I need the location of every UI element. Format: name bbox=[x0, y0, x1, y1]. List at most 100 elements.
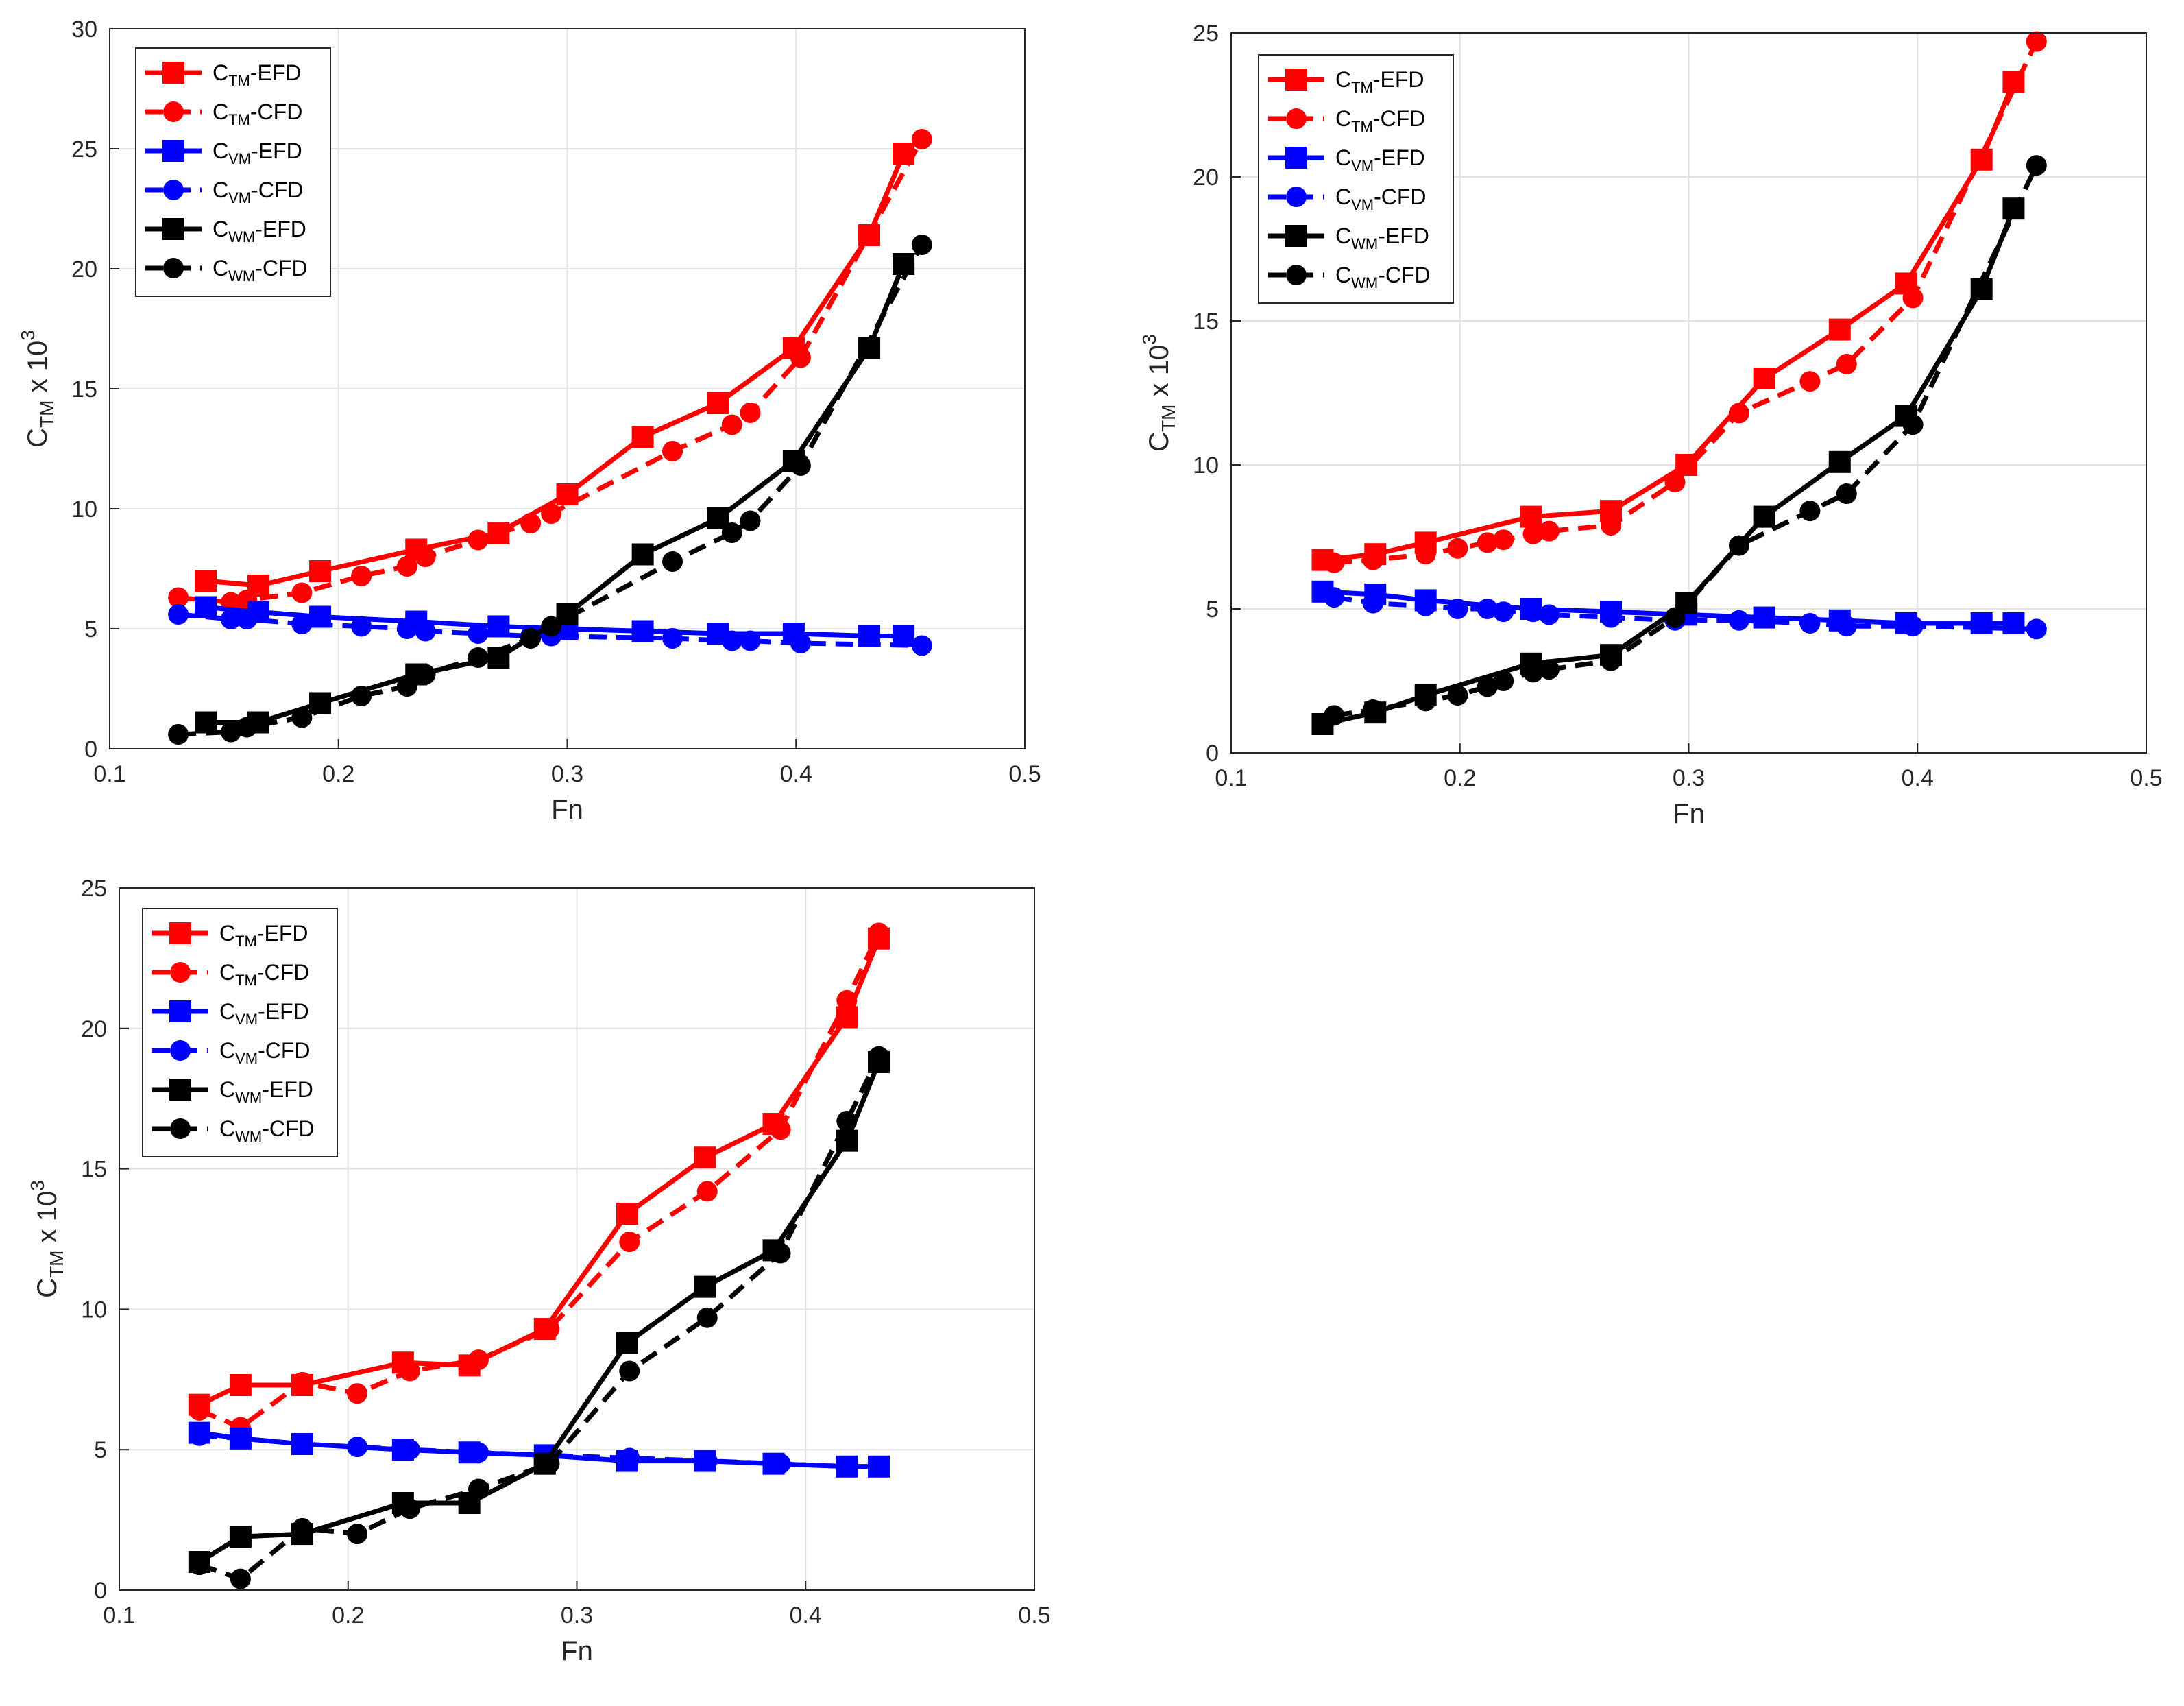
legend-marker bbox=[170, 962, 191, 983]
data-point bbox=[1828, 450, 1851, 473]
data-point bbox=[631, 543, 654, 566]
data-point bbox=[468, 623, 489, 644]
data-point bbox=[740, 510, 761, 531]
data-point bbox=[2026, 31, 2047, 52]
data-point bbox=[1447, 538, 1468, 559]
legend-label: CWM-EFD bbox=[219, 1077, 313, 1106]
y-axis-label: CTM x 103 bbox=[27, 1180, 67, 1298]
x-tick-label: 0.4 bbox=[1902, 765, 1934, 791]
data-point bbox=[220, 609, 241, 629]
x-axis-label: Fn bbox=[561, 1636, 593, 1666]
data-point bbox=[790, 633, 811, 653]
data-point bbox=[351, 616, 372, 637]
legend-label: CVM-EFD bbox=[213, 139, 302, 167]
data-point bbox=[1538, 604, 1560, 625]
data-point bbox=[740, 630, 761, 651]
data-point bbox=[520, 628, 542, 649]
legend-marker bbox=[1286, 265, 1307, 285]
data-point bbox=[1538, 659, 1560, 680]
data-point bbox=[229, 1373, 252, 1396]
data-point bbox=[468, 529, 489, 551]
data-point bbox=[195, 596, 217, 618]
data-point bbox=[1477, 532, 1498, 553]
data-point bbox=[911, 129, 932, 149]
data-point bbox=[1477, 676, 1498, 697]
data-point bbox=[1447, 685, 1468, 706]
data-point bbox=[770, 1453, 791, 1474]
data-point bbox=[2026, 155, 2047, 176]
series-ctm-efd bbox=[195, 143, 915, 597]
x-tick-label: 0.1 bbox=[103, 1602, 135, 1629]
data-point bbox=[291, 614, 313, 634]
x-axis-label: Fn bbox=[551, 795, 583, 825]
data-point bbox=[1664, 472, 1686, 493]
legend-label: CWM-EFD bbox=[213, 217, 306, 245]
legend-box bbox=[142, 908, 338, 1157]
data-point bbox=[631, 426, 654, 448]
x-tick-label: 0.4 bbox=[780, 761, 812, 787]
data-point bbox=[770, 1119, 791, 1140]
data-point bbox=[292, 1434, 313, 1455]
y-tick-label: 5 bbox=[1206, 597, 1219, 623]
chart-panel-3: 0.1 0.2 0.3 0.4 0.5 0 5 10 15 20 25 Fn CTM x 103 CTM-… bbox=[27, 876, 1051, 1666]
data-point bbox=[616, 1203, 638, 1225]
y-tick-label: 20 bbox=[81, 1016, 107, 1042]
data-point bbox=[399, 1439, 420, 1461]
data-point bbox=[168, 587, 189, 608]
data-point bbox=[230, 1568, 251, 1589]
data-point bbox=[662, 441, 683, 461]
series-line bbox=[199, 1433, 879, 1469]
y-tick-label: 25 bbox=[1193, 21, 1219, 47]
legend-marker bbox=[169, 1079, 191, 1101]
legend-box bbox=[135, 47, 331, 297]
data-point bbox=[195, 570, 217, 592]
legend-label: CVM-CFD bbox=[1335, 184, 1427, 213]
data-point bbox=[696, 1450, 718, 1471]
y-tick-label: 25 bbox=[81, 876, 107, 902]
legend-marker bbox=[1285, 69, 1307, 91]
legend-label: CTM-CFD bbox=[219, 960, 309, 989]
data-point bbox=[468, 647, 489, 668]
data-point bbox=[1970, 612, 1993, 634]
y-tick-label: 10 bbox=[81, 1297, 107, 1323]
x-tick-label: 0.5 bbox=[2130, 765, 2162, 791]
data-point bbox=[309, 560, 332, 582]
x-tick-label: 0.2 bbox=[322, 761, 354, 787]
y-tick-label: 15 bbox=[71, 376, 97, 403]
data-point bbox=[291, 707, 313, 728]
data-point bbox=[836, 989, 858, 1011]
data-point bbox=[168, 604, 189, 625]
x-tick-label: 0.3 bbox=[551, 761, 583, 787]
data-point bbox=[468, 1349, 489, 1371]
data-point bbox=[1493, 529, 1514, 551]
data-point bbox=[291, 582, 313, 603]
data-point bbox=[399, 1498, 420, 1519]
x-tick-label: 0.4 bbox=[790, 1602, 822, 1629]
legend: CTM-EFD CTM-CFD CVM-EFD CVM-CFD CWM-EFD CWM-C… bbox=[1258, 54, 1454, 304]
legend-marker bbox=[1285, 225, 1307, 247]
data-point bbox=[1324, 552, 1345, 573]
series-line bbox=[1333, 40, 2039, 566]
data-point bbox=[541, 616, 562, 637]
data-point bbox=[1362, 592, 1383, 614]
legend-label: CWM-CFD bbox=[219, 1116, 315, 1145]
data-point bbox=[662, 628, 683, 649]
series-line bbox=[198, 932, 882, 1430]
data-point bbox=[230, 1428, 251, 1449]
legend-marker bbox=[1286, 187, 1307, 207]
series-line bbox=[1333, 594, 2037, 632]
data-point bbox=[399, 1360, 420, 1382]
data-point bbox=[1362, 699, 1383, 720]
data-point bbox=[1447, 599, 1468, 619]
data-point bbox=[396, 676, 417, 697]
legend-marker bbox=[170, 1040, 191, 1061]
data-point bbox=[351, 686, 372, 706]
x-tick-label: 0.3 bbox=[561, 1602, 593, 1629]
data-point bbox=[1799, 501, 1821, 522]
data-point bbox=[721, 522, 742, 543]
data-point bbox=[790, 455, 811, 476]
series-cwm-cfd bbox=[189, 1046, 890, 1589]
data-point bbox=[2026, 618, 2047, 640]
data-point bbox=[195, 711, 217, 734]
